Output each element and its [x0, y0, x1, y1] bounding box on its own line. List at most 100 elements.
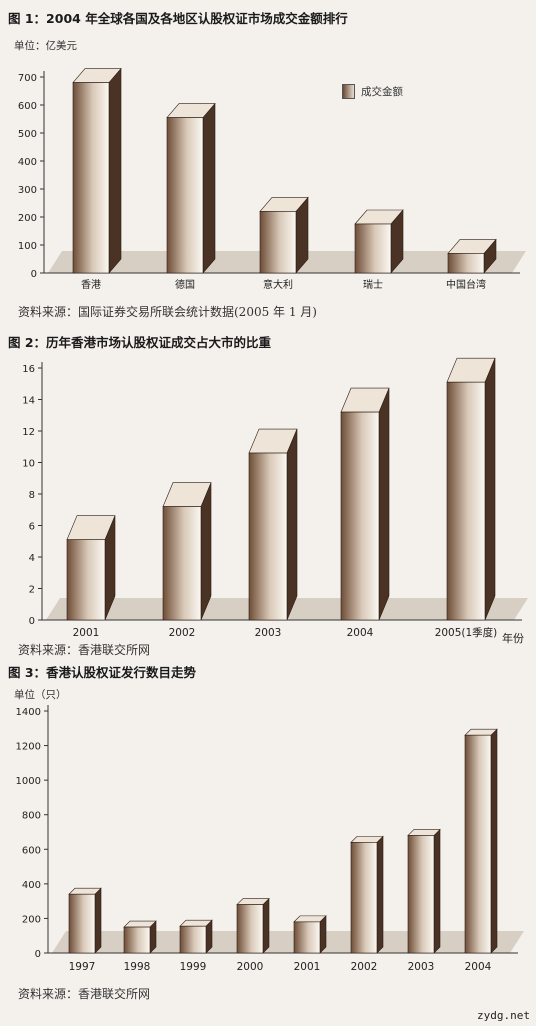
chart-2-xunit: 年份	[502, 632, 524, 645]
bar	[179, 925, 207, 954]
bar	[248, 452, 288, 621]
x-category-label: 2005(1季度)	[435, 626, 498, 639]
chart-3-source: 资料来源：香港联交所网	[18, 987, 151, 1001]
bar	[354, 223, 392, 274]
bar	[68, 893, 96, 954]
bar-side	[202, 102, 216, 274]
y-tick-label: 1400	[16, 707, 41, 718]
bar-top	[236, 898, 270, 905]
chart-2-title: 图 2：历年香港市场认股权证成交占大市的比重	[8, 335, 272, 350]
bar-side	[108, 67, 122, 274]
y-tick-label: 200	[22, 914, 41, 925]
y-tick-label: 100	[18, 241, 37, 252]
x-category-label: 2003	[255, 627, 282, 639]
x-category-label: 2004	[347, 627, 374, 639]
bar	[123, 926, 151, 954]
chart-3: 图 3：香港认股权证发行数目走势 单位（只） 0 200 400 600 800 1000…	[0, 660, 536, 1026]
y-tick-label: 0	[35, 949, 41, 960]
chart-2: 图 2：历年香港市场认股权证成交占大市的比重 0 2 4 6 8 10 12 14 16 2001…	[0, 330, 536, 660]
bar-top	[68, 887, 102, 895]
bar-side	[262, 897, 270, 954]
chart-1: 图 1：2004 年全球各国及各地区认股权证市场成交金额排行 单位：亿美元 成交…	[0, 0, 536, 330]
y-tick-label: 400	[22, 880, 41, 891]
x-category-label: 德国	[175, 278, 195, 291]
legend-label: 成交金额	[361, 86, 403, 98]
chart-3-unit-label: 单位（只）	[14, 689, 67, 701]
bar	[447, 253, 485, 274]
x-category-label: 意大利	[263, 278, 293, 291]
chart-3-plot: 0 200 400 600 800 1000 1200 1400 1997 1998 1999 200…	[16, 705, 524, 973]
y-tick-label: 1000	[16, 776, 41, 787]
y-tick-label: 300	[18, 185, 37, 196]
bar-top	[407, 829, 441, 836]
x-category-label: 2003	[408, 961, 435, 973]
y-tick-label: 12	[22, 427, 35, 438]
bar-top	[179, 919, 213, 927]
y-tick-label: 10	[22, 459, 35, 470]
y-tick-label: 2	[29, 585, 35, 596]
y-tick-label: 6	[29, 522, 35, 533]
chart-1-legend: 成交金额	[342, 84, 403, 99]
chart-1-source: 资料来源：国际证券交易所联会统计数据(2005 年 1 月)	[18, 305, 317, 319]
y-tick-label: 400	[18, 157, 37, 168]
x-category-label: 1998	[124, 961, 151, 973]
x-category-label: 2001	[73, 627, 100, 639]
x-category-label: 2001	[294, 961, 321, 973]
bar-side	[94, 887, 102, 954]
bar	[66, 539, 106, 621]
legend-swatch	[342, 84, 355, 99]
y-tick-label: 600	[22, 845, 41, 856]
bar	[259, 211, 297, 274]
bar	[72, 82, 110, 274]
y-tick-label: 500	[18, 129, 37, 140]
x-category-label: 瑞士	[363, 278, 383, 291]
x-category-label: 2000	[237, 961, 264, 973]
bar	[166, 117, 204, 274]
y-tick-label: 16	[22, 364, 35, 375]
y-tick-label: 700	[18, 73, 37, 84]
y-tick-label: 8	[29, 490, 35, 501]
chart-2-source: 资料来源：香港联交所网	[18, 643, 151, 657]
chart-2-plot: 0 2 4 6 8 10 12 14 16 2001 2002 2003 2004 2005(1季度)	[22, 357, 528, 639]
y-tick-label: 0	[29, 616, 35, 627]
bar	[350, 842, 378, 954]
bar-side	[484, 358, 496, 621]
bar-top	[293, 915, 327, 923]
x-category-label: 香港	[81, 279, 101, 291]
y-tick-label: 14	[22, 396, 35, 407]
bar-top	[123, 920, 157, 928]
x-category-label: 1997	[69, 961, 96, 973]
bar-side	[319, 915, 327, 954]
bar	[236, 904, 264, 954]
bar-side	[286, 428, 298, 621]
bar-side	[490, 728, 498, 954]
x-category-label: 2002	[351, 961, 378, 973]
y-tick-label: 600	[18, 101, 37, 112]
bar-side	[378, 387, 390, 621]
y-tick-label: 1200	[16, 742, 41, 753]
x-category-label: 1999	[180, 961, 207, 973]
y-tick-label: 800	[22, 811, 41, 822]
bar-top	[350, 836, 384, 843]
chart-3-title: 图 3：香港认股权证发行数目走势	[8, 665, 197, 680]
bar-top	[464, 728, 498, 736]
x-category-label: 2004	[465, 961, 492, 973]
bar	[407, 835, 435, 954]
y-tick-label: 4	[29, 553, 35, 564]
bar	[293, 921, 321, 954]
y-tick-label: 200	[18, 213, 37, 224]
floor-band	[52, 931, 524, 953]
x-category-label: 2002	[169, 627, 196, 639]
watermark-text: zydg.net	[477, 1009, 530, 1022]
chart-1-plot: 0 100 200 300 400 500 600 700 香港 德国 意大利 瑞士 中国台湾	[18, 67, 526, 291]
chart-1-unit-label: 单位：亿美元	[14, 40, 77, 52]
y-tick-label: 0	[31, 269, 37, 280]
bar	[446, 381, 486, 621]
bar-side	[433, 828, 441, 954]
chart-1-title: 图 1：2004 年全球各国及各地区认股权证市场成交金额排行	[8, 11, 348, 26]
bar-side	[376, 835, 384, 954]
bar	[340, 411, 380, 621]
bar	[162, 506, 202, 621]
bar	[464, 734, 492, 954]
x-category-label: 中国台湾	[446, 278, 486, 291]
